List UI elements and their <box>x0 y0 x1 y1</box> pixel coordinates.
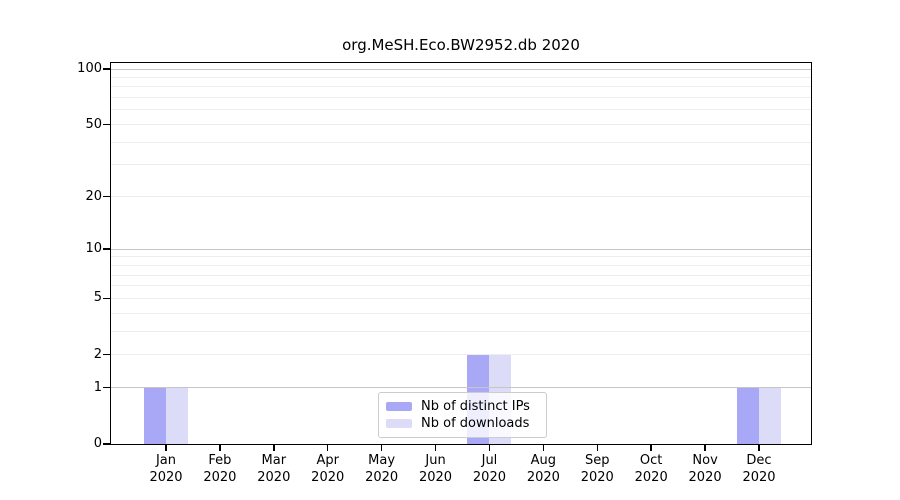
y-tick-label-0: 0 <box>93 436 102 451</box>
x-tick-aug <box>542 445 545 451</box>
x-tick-label-nov: Nov 2020 <box>673 452 737 486</box>
x-tick-month-may: May <box>368 453 396 468</box>
x-tick-month-nov: Nov <box>692 453 718 468</box>
gridline-minor-60 <box>111 109 811 111</box>
y-tick-label-2: 2 <box>93 346 102 362</box>
y-tick-2 <box>103 353 110 356</box>
x-tick-label-jan: Jan 2020 <box>134 452 198 486</box>
x-tick-label-aug: Aug 2020 <box>511 452 575 486</box>
x-tick-year-jul: 2020 <box>472 470 506 485</box>
bar-distinct-ips-jan <box>144 387 166 444</box>
x-tick-year-sep: 2020 <box>580 470 614 485</box>
x-tick-oct <box>650 445 652 451</box>
legend-label-downloads: Nb of downloads <box>421 416 530 431</box>
x-tick-label-oct: Oct 2020 <box>619 452 683 486</box>
gridline-minor-70 <box>111 97 811 99</box>
y-tick-0 <box>103 443 110 445</box>
x-tick-year-aug: 2020 <box>526 470 560 485</box>
x-tick-year-nov: 2020 <box>688 470 722 485</box>
x-tick-may <box>380 445 383 451</box>
x-tick-year-may: 2020 <box>365 470 399 485</box>
x-tick-label-feb: Feb 2020 <box>188 452 252 486</box>
x-tick-year-feb: 2020 <box>203 470 237 485</box>
gridline-minor-2 <box>111 354 811 356</box>
gridline-major-100 <box>111 68 811 70</box>
gridline-major-1 <box>111 387 811 389</box>
gridline-minor-90 <box>111 76 811 78</box>
grid-major-layer <box>111 63 811 444</box>
x-tick-month-mar: Mar <box>261 453 287 468</box>
x-tick-jan <box>165 445 167 451</box>
legend-label-distinct-ips: Nb of distinct IPs <box>421 399 530 414</box>
x-tick-month-dec: Dec <box>746 453 772 468</box>
x-tick-month-apr: Apr <box>316 453 339 468</box>
gridline-minor-6 <box>111 285 811 287</box>
gridline-minor-40 <box>111 141 811 143</box>
x-tick-month-jun: Jun <box>425 453 446 468</box>
y-tick-1 <box>103 386 110 389</box>
x-tick-month-aug: Aug <box>530 453 557 468</box>
x-tick-sep <box>596 445 599 451</box>
bar-distinct-ips-dec <box>737 387 759 444</box>
x-tick-label-jun: Jun 2020 <box>404 452 468 486</box>
x-tick-month-sep: Sep <box>585 453 610 468</box>
legend-swatch-distinct-ips <box>386 402 412 411</box>
y-tick-label-5: 5 <box>93 290 102 306</box>
plot-area: Nb of distinct IPs Nb of downloads <box>110 62 812 445</box>
grid-minor-layer <box>111 63 811 444</box>
x-tick-year-oct: 2020 <box>634 470 668 485</box>
chart-title: org.MeSH.Eco.BW2952.db 2020 <box>342 36 580 54</box>
y-tick-20 <box>103 195 110 198</box>
x-tick-label-sep: Sep 2020 <box>565 452 629 486</box>
y-tick-50 <box>103 123 110 126</box>
x-tick-year-dec: 2020 <box>742 470 776 485</box>
x-tick-label-may: May 2020 <box>350 452 414 486</box>
gridline-major-10 <box>111 248 811 250</box>
y-tick-label-1: 1 <box>93 379 102 395</box>
gridline-minor-4 <box>111 312 811 314</box>
x-tick-year-apr: 2020 <box>311 470 345 485</box>
y-tick-label-100: 100 <box>77 61 102 76</box>
x-tick-month-jul: Jul <box>481 453 498 468</box>
gridline-minor-30 <box>111 164 811 166</box>
gridline-minor-9 <box>111 256 811 258</box>
gridline-minor-7 <box>111 274 811 276</box>
x-tick-nov <box>704 445 706 451</box>
y-tick-label-20: 20 <box>85 188 102 204</box>
legend: Nb of distinct IPs Nb of downloads <box>378 392 547 438</box>
legend-entry-distinct-ips: Nb of distinct IPs <box>386 398 546 415</box>
y-tick-5 <box>103 297 110 300</box>
legend-swatch-downloads <box>386 419 412 428</box>
x-tick-label-apr: Apr 2020 <box>296 452 360 486</box>
y-tick-label-10: 10 <box>85 241 102 257</box>
x-tick-label-mar: Mar 2020 <box>242 452 306 486</box>
gridline-minor-3 <box>111 330 811 332</box>
x-tick-year-jun: 2020 <box>418 470 453 485</box>
x-tick-year-mar: 2020 <box>257 470 291 485</box>
y-tick-label-50: 50 <box>85 116 102 132</box>
gridline-minor-8 <box>111 264 811 266</box>
x-tick-apr <box>326 445 329 451</box>
x-tick-month-oct: Oct <box>639 453 663 468</box>
x-tick-jul <box>488 445 491 451</box>
x-tick-month-feb: Feb <box>208 453 232 468</box>
gridline-minor-20 <box>111 196 811 198</box>
gridline-minor-5 <box>111 297 811 299</box>
gridline-minor-50 <box>111 124 811 126</box>
x-tick-mar <box>273 445 275 451</box>
x-tick-jun <box>434 445 437 451</box>
legend-entry-downloads: Nb of downloads <box>386 415 546 432</box>
x-tick-month-jan: Jan <box>155 453 177 468</box>
bar-downloads-dec <box>759 387 781 444</box>
x-tick-label-dec: Dec 2020 <box>727 452 791 486</box>
y-tick-10 <box>103 248 110 250</box>
x-tick-year-jan: 2020 <box>149 470 183 485</box>
x-tick-label-jul: Jul 2020 <box>457 452 521 486</box>
x-tick-feb <box>219 445 221 451</box>
y-tick-100 <box>103 68 110 70</box>
gridline-minor-80 <box>111 86 811 88</box>
bar-downloads-jan <box>166 387 188 444</box>
x-tick-dec <box>758 445 760 451</box>
